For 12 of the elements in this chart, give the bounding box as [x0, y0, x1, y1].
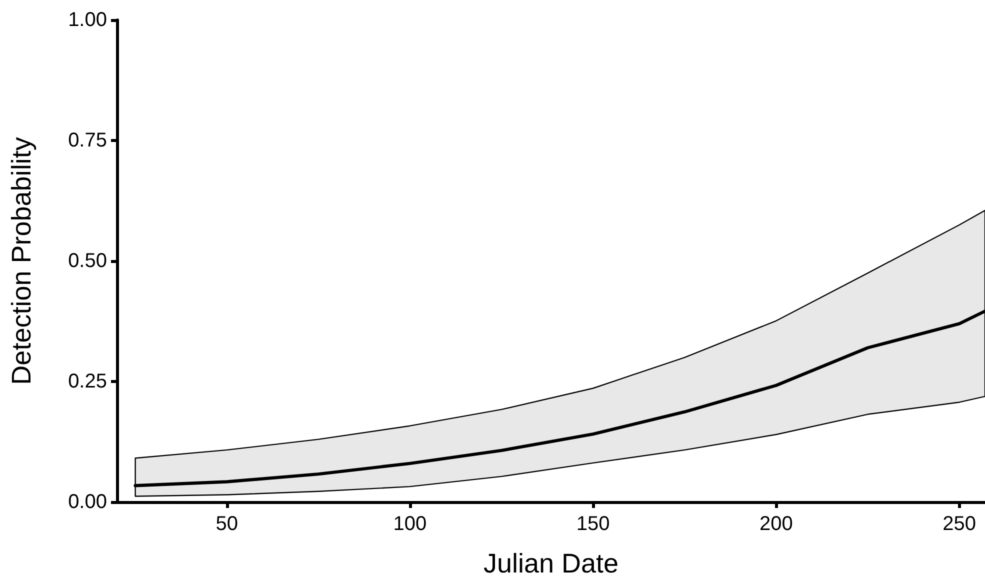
x-tick-label: 200 [760, 513, 793, 535]
x-tick-label: 250 [942, 513, 976, 535]
x-tick-label: 100 [393, 513, 427, 535]
x-tick-label: 50 [216, 513, 238, 535]
y-axis-title: Detection Probability [6, 136, 36, 385]
y-tick-label: 0.00 [68, 491, 107, 513]
y-tick-label: 0.75 [68, 130, 107, 152]
y-tick-label: 0.50 [68, 250, 107, 272]
y-tick-label: 0.25 [68, 370, 107, 392]
x-tick-label: 150 [576, 513, 610, 535]
x-axis-title: Julian Date [483, 548, 619, 578]
y-tick-label: 1.00 [68, 9, 107, 31]
